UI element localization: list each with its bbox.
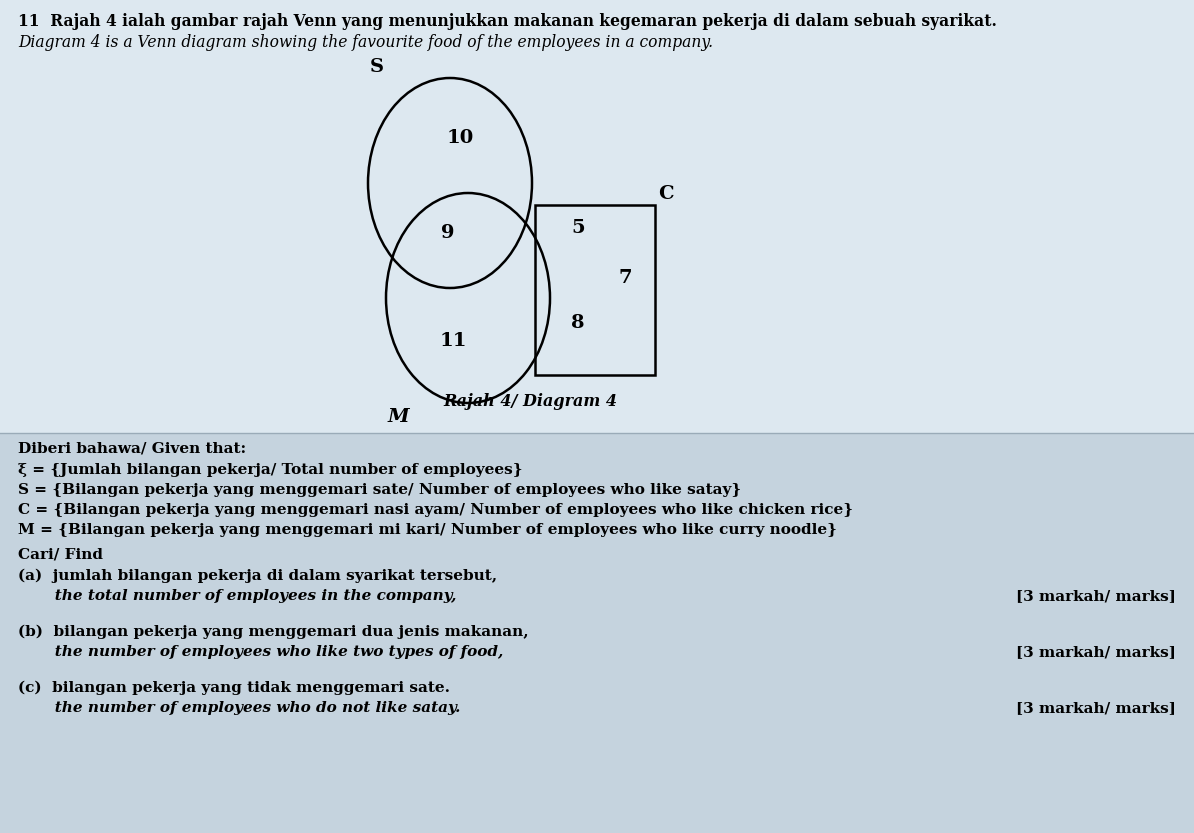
Text: 5: 5 xyxy=(571,219,585,237)
Text: 9: 9 xyxy=(442,224,455,242)
Text: 7: 7 xyxy=(618,269,632,287)
Text: ξ = {Jumlah bilangan pekerja/ Total number of employees}: ξ = {Jumlah bilangan pekerja/ Total numb… xyxy=(18,463,523,477)
Text: C = {Bilangan pekerja yang menggemari nasi ayam/ Number of employees who like ch: C = {Bilangan pekerja yang menggemari na… xyxy=(18,503,854,517)
Text: [3 markah/ marks]: [3 markah/ marks] xyxy=(1016,589,1176,603)
Text: (a)  jumlah bilangan pekerja di dalam syarikat tersebut,: (a) jumlah bilangan pekerja di dalam sya… xyxy=(18,569,497,583)
Bar xyxy=(535,205,656,375)
Text: C: C xyxy=(658,185,673,203)
Text: [3 markah/ marks]: [3 markah/ marks] xyxy=(1016,701,1176,715)
Text: S: S xyxy=(370,58,384,76)
Text: M = {Bilangan pekerja yang menggemari mi kari/ Number of employees who like curr: M = {Bilangan pekerja yang menggemari mi… xyxy=(18,523,837,537)
Text: 10: 10 xyxy=(447,129,474,147)
Text: Diberi bahawa/ Given that:: Diberi bahawa/ Given that: xyxy=(18,441,246,455)
Text: 11: 11 xyxy=(439,332,467,350)
Text: the total number of employees in the company,: the total number of employees in the com… xyxy=(18,589,456,603)
Text: the number of employees who do not like satay.: the number of employees who do not like … xyxy=(18,701,461,715)
Text: the number of employees who like two types of food,: the number of employees who like two typ… xyxy=(18,645,503,659)
Text: Cari/ Find: Cari/ Find xyxy=(18,547,103,561)
Text: S = {Bilangan pekerja yang menggemari sate/ Number of employees who like satay}: S = {Bilangan pekerja yang menggemari sa… xyxy=(18,483,741,497)
Text: (b)  bilangan pekerja yang menggemari dua jenis makanan,: (b) bilangan pekerja yang menggemari dua… xyxy=(18,625,529,640)
Text: [3 markah/ marks]: [3 markah/ marks] xyxy=(1016,645,1176,659)
Text: Diagram 4 is a Venn diagram showing the favourite food of the employees in a com: Diagram 4 is a Venn diagram showing the … xyxy=(18,34,713,51)
Text: M: M xyxy=(388,408,410,426)
Bar xyxy=(0,433,1194,833)
Text: Rajah 4/ Diagram 4: Rajah 4/ Diagram 4 xyxy=(443,393,617,410)
Text: 11  Rajah 4 ialah gambar rajah Venn yang menunjukkan makanan kegemaran pekerja d: 11 Rajah 4 ialah gambar rajah Venn yang … xyxy=(18,13,997,30)
Text: 8: 8 xyxy=(571,314,585,332)
Text: (c)  bilangan pekerja yang tidak menggemari sate.: (c) bilangan pekerja yang tidak menggema… xyxy=(18,681,450,696)
